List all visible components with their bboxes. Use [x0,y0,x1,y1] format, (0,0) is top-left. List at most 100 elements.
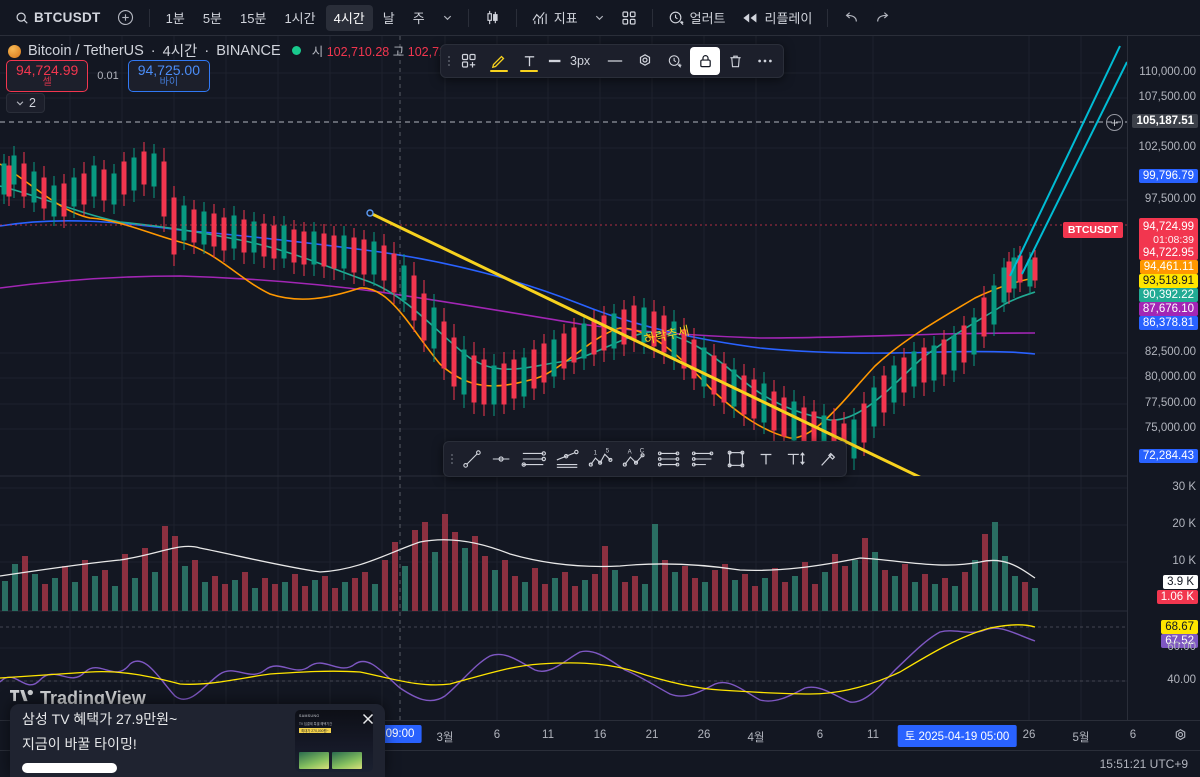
chart-graphics: 하락추세 [0,36,1127,720]
line-width-button[interactable]: 3px [544,47,600,75]
alert-label: 얼러트 [689,11,726,26]
pencil-color-swatch [490,69,508,72]
top-toolbar: BTCUSDT 1분 5분 15분 1시간 4시간 날 주 [0,0,1200,36]
timeframe-1h[interactable]: 1시간 [284,11,316,26]
sell-order-button[interactable]: 94,724.99 셀 [6,60,89,93]
toolbar-divider-1 [148,8,150,27]
ma-green-line [0,185,1036,421]
price-scale[interactable]: 110,000.00 107,500.00 102,500.00 97,500.… [1127,36,1200,720]
gear-icon[interactable] [1173,728,1188,746]
redo-button[interactable] [868,5,898,31]
clock-label: 15:51:21 UTC+9 [1099,757,1188,771]
text-color-icon[interactable] [514,47,544,75]
rsi-pane [0,624,1127,703]
brush-icon[interactable] [813,445,843,473]
plus-circle-icon[interactable]: + [1106,114,1123,131]
trash-icon[interactable] [720,47,750,75]
drag-grip-icon[interactable] [444,56,454,66]
time-tick: 26 [697,729,711,741]
elliott-correction-wave-icon[interactable]: A C [619,445,653,473]
ad-thumb-tv-images [299,751,362,769]
symbol-name[interactable]: Bitcoin / TetherUS [28,42,144,59]
volume-tick: 20 K [1172,518,1196,530]
buy-order-button[interactable]: 94,725.00 바이 [127,60,211,93]
rsi-value-tag: 67.52 [1161,634,1198,648]
chart-type-button[interactable] [477,5,508,31]
trend-line-icon[interactable] [457,445,487,473]
more-options-icon[interactable] [750,47,780,75]
rsi-tick: 60.00 [1167,641,1196,653]
text-tool-icon[interactable] [751,445,781,473]
alarm-clock-icon [668,9,685,26]
ad-cta-button[interactable] [22,762,117,773]
timeframe-1d[interactable]: 날 [382,11,395,26]
volume-pane [0,514,1038,611]
symbol-interval[interactable]: 4시간 [162,44,198,60]
lock-icon[interactable] [690,47,721,75]
undo-button[interactable] [836,5,866,31]
chevron-down-icon [15,98,25,108]
drawing-properties-toolbar[interactable]: 3px [440,44,785,78]
time-tick: 6 [1129,729,1137,741]
rsi-line [0,627,1036,703]
horizontal-ray-icon[interactable] [487,445,517,473]
ma-price-tag: 94,461.11 [1139,260,1198,274]
timeframe-4h[interactable]: 4시간 [325,4,373,31]
volume-tick: 10 K [1172,555,1196,567]
ad-banner[interactable]: 삼성 TV 혜택가 27.9만원~ 지금이 바꿀 타이밍! SAMSUNG TV… [10,704,385,777]
buy-price: 94,725.00 [137,62,201,78]
volume-ma-line [0,539,1036,579]
alert-clock-icon[interactable] [660,47,690,75]
price-tick: 82,500.00 [1144,346,1196,358]
candlesticks [1,142,1038,474]
indicators-button[interactable]: 지표 [525,5,585,31]
alert-button[interactable]: 얼러트 [661,5,733,31]
rectangle-icon[interactable] [721,445,751,473]
elliott-impulse-wave-icon[interactable]: 1 5 [585,445,619,473]
drawing-tools-toolbar[interactable]: 1 5 A C [443,441,847,477]
chart-canvas[interactable]: 하락추세 [0,36,1127,720]
selected-time-tag: 토 2025-04-19 05:00 [897,725,1017,747]
replay-label: 리플레이 [764,11,813,26]
layout-button[interactable] [614,5,644,31]
tradingview-watermark: TradingView [10,688,146,709]
close-icon[interactable] [360,711,376,727]
timeframe-5m[interactable]: 5분 [202,11,223,26]
timeframe-15m[interactable]: 15분 [240,11,267,26]
symbol-exchange[interactable]: BINANCE [216,42,281,59]
collapsed-legend-badge[interactable]: 2 [6,93,45,113]
parallel-channel-icon[interactable] [517,445,551,473]
crosshair-price-tag: 105,187.51 [1132,114,1198,128]
anchored-text-icon[interactable] [781,445,813,473]
time-tick: 11 [867,729,879,741]
bitcoin-logo-icon [8,45,21,58]
ad-subline: 지금이 바꿀 타이밍! [22,735,137,752]
replay-icon [742,12,760,24]
pitchfork-icon[interactable] [551,445,585,473]
line-style-icon[interactable] [600,47,630,75]
timeframe-1w[interactable]: 주 [412,11,425,26]
symbol-info-bar: Bitcoin / TetherUS · 4시간 · BINANCE 시 102… [8,40,500,61]
add-symbol-button[interactable] [110,5,141,31]
svg-text:A: A [628,449,633,455]
timeframe-1m[interactable]: 1분 [165,11,185,26]
timeframe-more-button[interactable] [435,5,460,31]
drag-grip-icon[interactable] [447,454,457,464]
indicators-caret-button[interactable] [587,5,612,31]
template-add-icon[interactable] [454,47,484,75]
ad-thumbnail[interactable]: SAMSUNG TV 딥결제 특별 혜택기간 최대가 270,000원~ [295,709,373,772]
abcd-pattern-icon[interactable] [687,445,721,473]
crosshair-time-tag: 09:00 [378,725,422,743]
price-tick: 110,000.00 [1139,66,1196,78]
redo-icon [875,11,891,25]
pencil-color-icon[interactable] [484,47,514,75]
time-tick: 5월 [1072,732,1090,744]
symbol-search-button[interactable]: BTCUSDT [8,5,108,31]
replay-button[interactable]: 리플레이 [735,5,820,31]
xabcd-pattern-icon[interactable] [653,445,687,473]
price-tick: 102,500.00 [1138,141,1196,153]
toolbar-divider-5 [827,8,829,27]
volume-ma-tag: 3.9 K [1163,575,1198,589]
price-tick: 80,000.00 [1144,371,1196,383]
settings-icon[interactable] [630,47,660,75]
